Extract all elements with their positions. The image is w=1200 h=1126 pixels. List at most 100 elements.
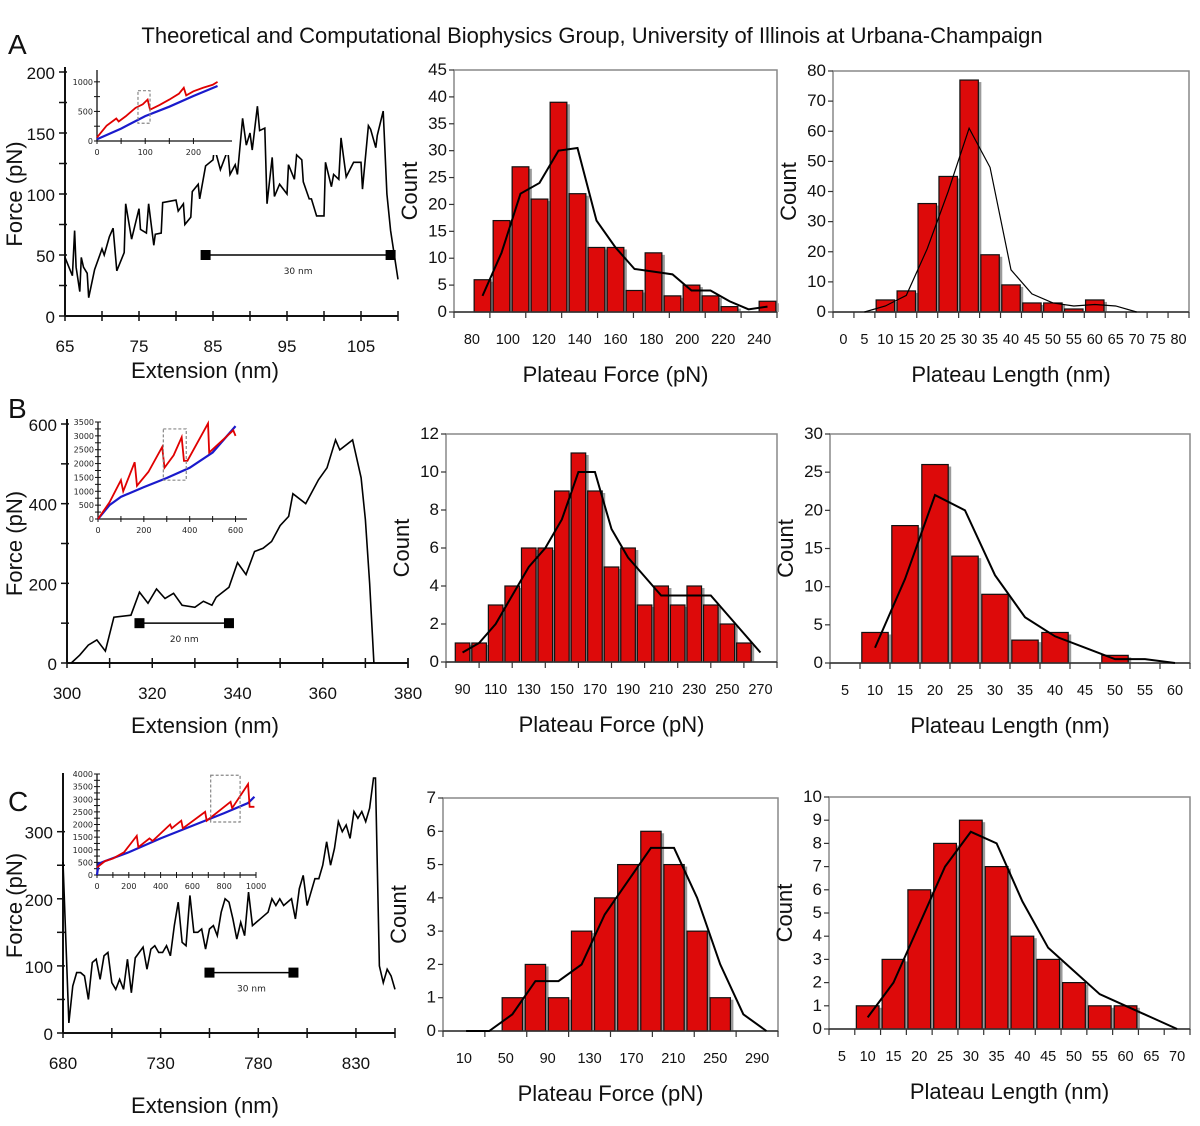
x-tick-label: 45 <box>1040 1049 1056 1065</box>
x-tick-label: 80 <box>1170 332 1186 348</box>
bar <box>984 865 1009 1030</box>
chart-B-trace: B 0 200 400 600 300 320 340 360 380 20 nm Extension… <box>2 393 422 738</box>
y-tick-label: 5 <box>438 275 447 294</box>
x-tick-label: 200 <box>675 332 699 348</box>
inset-A-trace: 0 500 1000 0 100 200 <box>73 66 236 157</box>
chart-A-force-hist: 0 5 10 15 20 25 30 35 40 45 80 100 120 140 160 180 200 22… <box>397 60 779 387</box>
y-tick-label: 0 <box>46 308 55 327</box>
inset-x-tick-label: 600 <box>185 882 200 891</box>
y-tick-label: 80 <box>807 61 826 80</box>
inset-y-tick-label: 2500 <box>74 446 94 455</box>
y-tick-label: 4 <box>813 926 822 945</box>
y-tick-label: 45 <box>428 60 447 79</box>
y-tick-label: 35 <box>428 114 447 133</box>
y-tick-label: 30 <box>807 212 826 231</box>
x-tick-label: 380 <box>394 684 422 703</box>
x-tick-label: 40 <box>1047 683 1063 699</box>
x-tick-label: 65 <box>56 337 75 356</box>
y-tick-label: 2 <box>427 954 436 973</box>
y-tick-label: 0 <box>427 1021 436 1040</box>
x-tick-label: 15 <box>897 683 913 699</box>
fit-curve <box>866 830 1178 1030</box>
x-tick-label: 105 <box>347 337 375 356</box>
y-axis-label: Count <box>386 885 411 944</box>
force-trace <box>62 777 396 1024</box>
y-axis-label: Count <box>773 519 798 578</box>
x-tick-label: 60 <box>1117 1049 1133 1065</box>
bar <box>603 566 620 663</box>
bar <box>719 623 736 663</box>
y-tick-label: 50 <box>36 247 55 266</box>
y-tick-label: 20 <box>428 194 447 213</box>
y-axis-label: Force (pN) <box>2 491 27 596</box>
bar <box>1010 935 1035 1030</box>
y-tick-label: 9 <box>813 810 822 829</box>
x-tick-label: 5 <box>838 1049 846 1065</box>
x-tick-label: 30 <box>961 332 977 348</box>
inset-blue-curve <box>97 425 237 520</box>
y-tick-label: 10 <box>803 787 822 806</box>
bar <box>1087 1005 1112 1030</box>
bar <box>720 306 739 313</box>
x-axis-label: Extension (nm) <box>131 358 279 383</box>
bar <box>593 897 616 1032</box>
y-tick-label: 10 <box>428 248 447 267</box>
panel-letter-C: C <box>8 786 28 817</box>
y-tick-label: 0 <box>817 302 826 321</box>
inset-y-tick-label: 3000 <box>73 795 93 804</box>
fit-curve <box>462 471 762 654</box>
x-tick-label: 360 <box>309 684 337 703</box>
y-tick-label: 0 <box>813 1019 822 1038</box>
x-tick-label: 20 <box>927 683 943 699</box>
bar <box>653 585 670 663</box>
y-tick-label: 5 <box>814 615 823 634</box>
scale-bar-end <box>288 967 299 978</box>
bar <box>1084 299 1105 313</box>
inset-x-tick-label: 200 <box>186 148 201 157</box>
x-tick-label: 20 <box>919 332 935 348</box>
chart-C-trace: C 0 100 200 300 680 730 780 830 30 nm Extension (n… <box>2 770 396 1118</box>
y-tick-label: 4 <box>427 888 436 907</box>
inset-x-tick-label: 200 <box>136 526 151 535</box>
x-tick-label: 10 <box>877 332 893 348</box>
inset-x-tick-label: 0 <box>94 148 99 157</box>
inset-B-trace: 0 500 1000 1500 2000 2500 3000 3500 0 200 400 600 <box>74 418 251 535</box>
y-tick-label: 7 <box>427 788 436 807</box>
bar <box>636 604 653 663</box>
bar <box>981 593 1009 664</box>
y-tick-label: 0 <box>48 655 57 674</box>
bar <box>644 252 663 313</box>
x-tick-label: 50 <box>1045 332 1061 348</box>
x-tick-label: 10 <box>456 1051 472 1067</box>
x-axis-label: Extension (nm) <box>131 713 279 738</box>
inset-zoom-box <box>162 428 187 481</box>
inset-red-curve <box>96 781 255 869</box>
scale-bar-end <box>385 250 396 260</box>
inset-y-tick-label: 1500 <box>73 833 93 842</box>
inset-zoom-box <box>210 774 241 823</box>
x-tick-label: 35 <box>982 332 998 348</box>
x-tick-label: 5 <box>860 332 868 348</box>
x-tick-label: 130 <box>577 1051 601 1067</box>
bar <box>709 997 732 1032</box>
inset-background <box>95 770 260 889</box>
inset-y-tick-label: 3000 <box>74 432 94 441</box>
x-tick-label: 35 <box>1017 683 1033 699</box>
bar <box>891 524 919 664</box>
bar <box>537 547 554 663</box>
x-tick-label: 15 <box>885 1049 901 1065</box>
inset-y-tick-label: 3500 <box>73 783 93 792</box>
x-tick-label: 730 <box>146 1054 174 1073</box>
inset-y-tick-label: 0 <box>89 515 94 524</box>
x-tick-label: 180 <box>639 332 663 348</box>
x-tick-label: 45 <box>1077 683 1093 699</box>
y-axis-label: Count <box>772 884 797 943</box>
panel-letter-A: A <box>8 29 27 60</box>
y-tick-label: 10 <box>420 462 439 481</box>
x-tick-label: 170 <box>619 1051 643 1067</box>
x-tick-label: 40 <box>1003 332 1019 348</box>
x-tick-label: 220 <box>711 332 735 348</box>
scale-bar-end <box>204 967 215 978</box>
x-tick-label: 30 <box>987 683 1003 699</box>
